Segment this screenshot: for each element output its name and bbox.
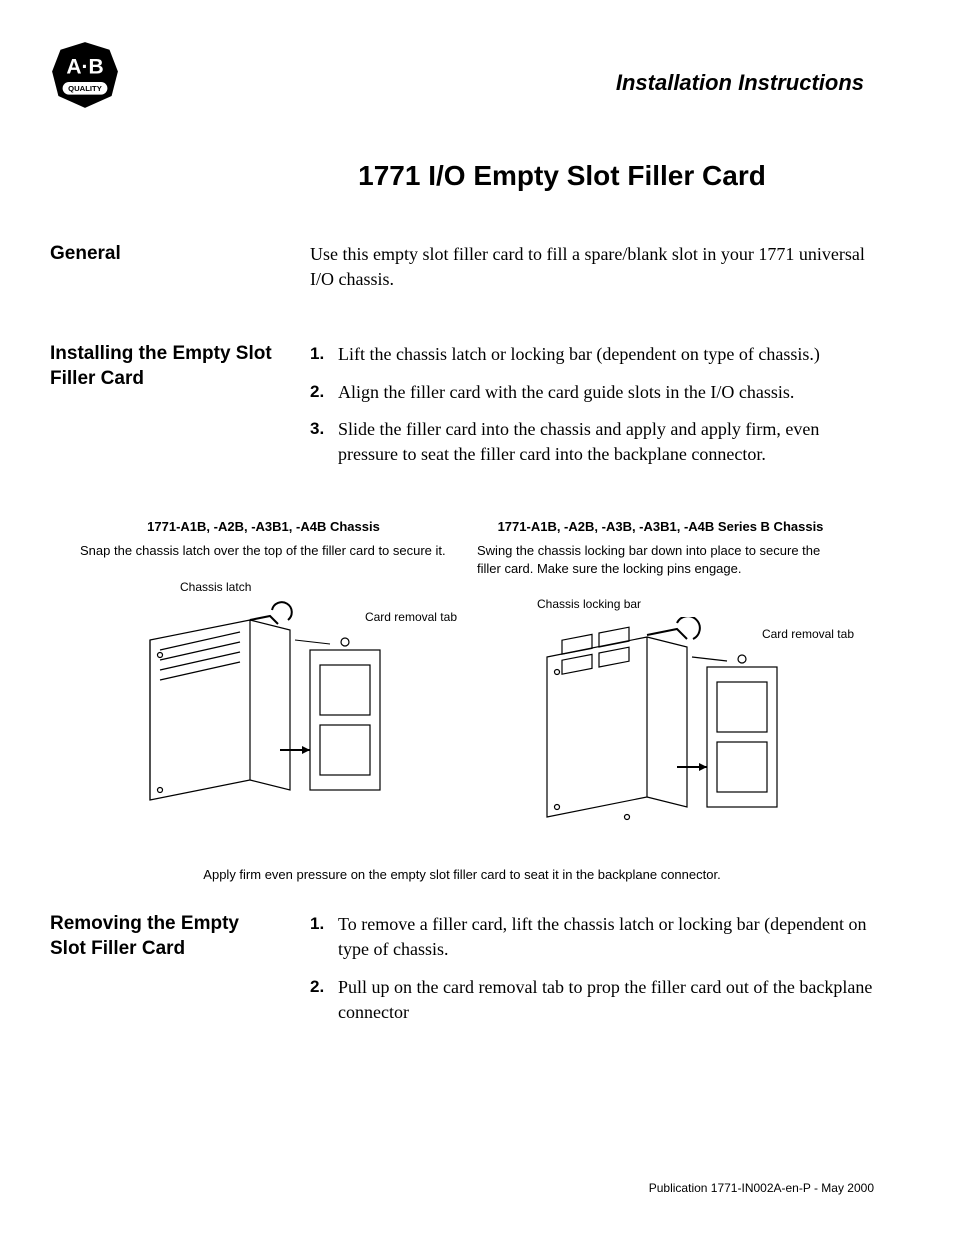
chassis-illustration-right [527, 617, 807, 837]
install-step: 1.Lift the chassis latch or locking bar … [310, 342, 874, 367]
general-text: Use this empty slot filler card to fill … [310, 242, 874, 292]
section-general: General Use this empty slot filler card … [50, 242, 874, 302]
diagram-right-column: 1771-A1B, -A2B, -A3B, -A3B1, -A4B Series… [477, 519, 844, 857]
ab-quality-logo: A·B QUALITY [50, 40, 120, 110]
body-general: Use this empty slot filler card to fill … [310, 242, 874, 302]
page-header: A·B QUALITY Installation Instructions [50, 40, 874, 110]
step-text: To remove a filler card, lift the chassi… [338, 912, 874, 962]
main-title: 1771 I/O Empty Slot Filler Card [250, 160, 874, 192]
step-text: Align the filler card with the card guid… [338, 380, 874, 405]
install-step: 2.Align the filler card with the card gu… [310, 380, 874, 405]
section-installing: Installing the Empty Slot Filler Card 1.… [50, 342, 874, 479]
step-number: 1. [310, 912, 338, 962]
section-removing: Removing the Empty Slot Filler Card 1.To… [50, 912, 874, 1037]
diagram-bottom-caption: Apply firm even pressure on the empty sl… [50, 867, 874, 882]
diagram-left-title: 1771-A1B, -A2B, -A3B1, -A4B Chassis [80, 519, 447, 534]
publication-footer: Publication 1771-IN002A-en-P - May 2000 [649, 1181, 874, 1195]
diagram-left-figure: Chassis latch Card removal tab [80, 580, 447, 840]
step-number: 2. [310, 380, 338, 405]
callout-chassis-locking-bar: Chassis locking bar [537, 597, 641, 611]
step-number: 1. [310, 342, 338, 367]
logo-text-top: A·B [66, 56, 103, 79]
diagram-right-caption: Swing the chassis locking bar down into … [477, 542, 844, 577]
diagram-left-caption: Snap the chassis latch over the top of t… [80, 542, 447, 560]
step-text: Pull up on the card removal tab to prop … [338, 975, 874, 1025]
diagram-right-figure: Chassis locking bar Card removal tab [477, 597, 844, 857]
logo-text-bottom: QUALITY [68, 84, 102, 93]
header-title: Installation Instructions [616, 70, 864, 96]
chassis-illustration-left [130, 600, 410, 820]
remove-step: 2.Pull up on the card removal tab to pro… [310, 975, 874, 1025]
diagram-right-title: 1771-A1B, -A2B, -A3B, -A3B1, -A4B Series… [477, 519, 844, 534]
step-number: 2. [310, 975, 338, 1025]
heading-installing: Installing the Empty Slot Filler Card [50, 342, 280, 479]
body-installing: 1.Lift the chassis latch or locking bar … [310, 342, 874, 479]
step-text: Slide the filler card into the chassis a… [338, 417, 874, 467]
body-removing: 1.To remove a filler card, lift the chas… [310, 912, 874, 1037]
step-number: 3. [310, 417, 338, 467]
step-text: Lift the chassis latch or locking bar (d… [338, 342, 874, 367]
heading-general: General [50, 242, 280, 302]
callout-chassis-latch: Chassis latch [180, 580, 251, 594]
diagram-left-column: 1771-A1B, -A2B, -A3B1, -A4B Chassis Snap… [80, 519, 447, 857]
diagram-area: 1771-A1B, -A2B, -A3B1, -A4B Chassis Snap… [50, 519, 874, 882]
remove-step: 1.To remove a filler card, lift the chas… [310, 912, 874, 962]
install-step: 3.Slide the filler card into the chassis… [310, 417, 874, 467]
heading-removing: Removing the Empty Slot Filler Card [50, 912, 280, 1037]
